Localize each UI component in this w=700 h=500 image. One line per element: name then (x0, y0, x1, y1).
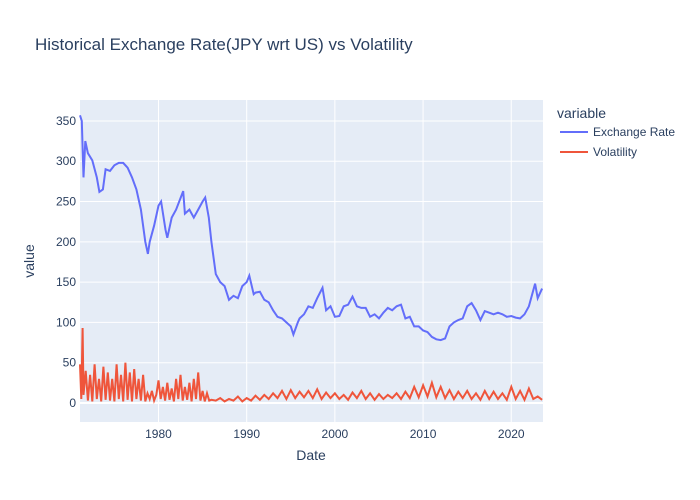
plot-area (80, 100, 543, 422)
y-tick-label: 150 (56, 275, 76, 289)
x-tick-label: 1980 (145, 427, 172, 441)
y-tick-label: 200 (56, 235, 76, 249)
y-tick-label: 350 (56, 114, 76, 128)
chart-title: Historical Exchange Rate(JPY wrt US) vs … (35, 35, 413, 54)
x-tick-label: 2010 (410, 427, 437, 441)
y-axis-label: value (21, 244, 37, 278)
legend-label: Exchange Rate (593, 125, 675, 139)
series-line (79, 114, 544, 342)
x-tick-label: 2000 (322, 427, 349, 441)
x-tick-label: 1990 (233, 427, 260, 441)
legend-label: Volatility (593, 145, 637, 159)
y-tick-label: 0 (69, 396, 76, 410)
x-tick-label: 2020 (498, 427, 525, 441)
y-tick-label: 100 (56, 315, 76, 329)
series-line (79, 327, 543, 405)
legend-title: variable (557, 105, 606, 121)
y-tick-label: 50 (63, 356, 77, 370)
y-tick-label: 300 (56, 154, 76, 168)
y-tick-label: 250 (56, 195, 76, 209)
x-axis-label: Date (296, 447, 326, 463)
